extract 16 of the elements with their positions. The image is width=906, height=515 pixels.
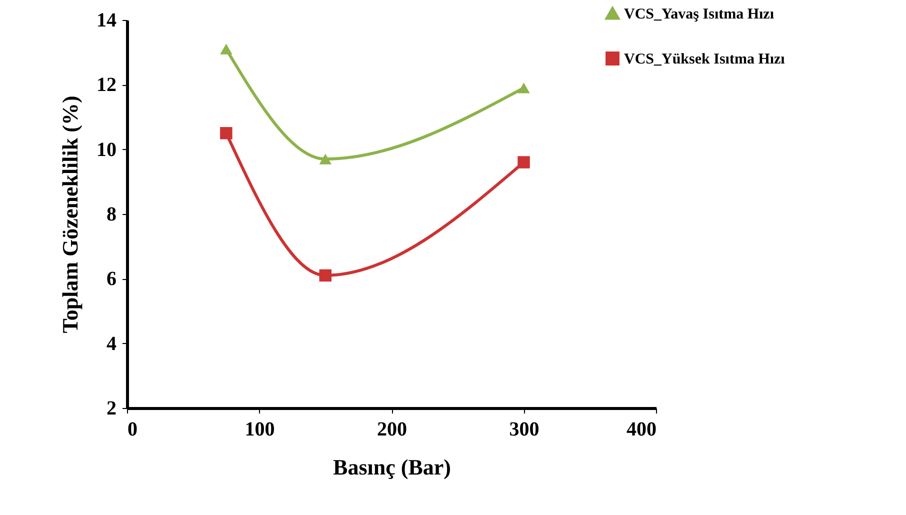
x-axis-title: Basınç (Bar) [333,454,451,480]
y-tick-label: 8 [106,204,116,226]
y-tick-label: 4 [106,332,116,355]
y-tick-label: 14 [96,10,116,32]
legend-label: VCS_Yüksek Isıtma Hızı [624,52,785,68]
y-tick-label: 2 [106,398,116,420]
x-tick-label: 200 [377,418,407,440]
x-tick-label: 0 [128,418,138,440]
y-axis-title: Toplam Gözeneklilik (%) [58,96,82,334]
x-tick-label: 300 [509,418,540,440]
y-tick-label: 10 [96,138,116,161]
x-tick-label: 400 [626,418,656,440]
legend-label: VCS_Yavaş Isıtma Hızı [624,6,774,22]
x-tick-label: 100 [244,418,275,440]
y-tick-label: 12 [96,74,116,96]
y-tick-label: 6 [106,268,116,290]
